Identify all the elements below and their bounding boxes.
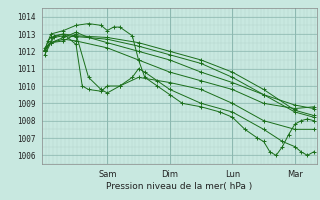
X-axis label: Pression niveau de la mer( hPa ): Pression niveau de la mer( hPa ) (106, 182, 252, 191)
